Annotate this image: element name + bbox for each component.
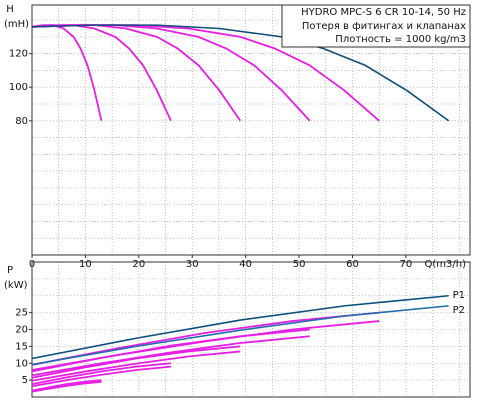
x-tick-label: 20 bbox=[132, 259, 145, 270]
y-tick-label: 25 bbox=[15, 308, 28, 319]
curve bbox=[31, 362, 171, 386]
y-tick-label: 5 bbox=[22, 375, 28, 386]
y-tick-label: 20 bbox=[15, 325, 28, 336]
curve bbox=[31, 365, 171, 388]
curve bbox=[31, 294, 449, 360]
annotation: Потеря в фитингах и клапанах bbox=[302, 21, 466, 32]
y-axis-label: (kW) bbox=[4, 280, 28, 291]
y-axis-label: (mH) bbox=[4, 19, 29, 30]
y-tick-label: 10 bbox=[15, 358, 28, 369]
info-box bbox=[281, 4, 471, 48]
legend-label: P2 bbox=[453, 305, 465, 316]
x-tick-label: 10 bbox=[79, 259, 92, 270]
y-tick-label: 100 bbox=[9, 82, 28, 93]
curve bbox=[31, 380, 102, 393]
curve bbox=[31, 379, 102, 392]
chart-title: HYDRO MPC-S 6 CR 10-14, 50 Hz bbox=[301, 7, 466, 18]
x-tick-label: 60 bbox=[346, 259, 359, 270]
curve bbox=[31, 335, 310, 377]
x-axis-label: Q(m3/h) bbox=[425, 259, 467, 270]
x-tick-label: 30 bbox=[186, 259, 199, 270]
y-axis-label: H bbox=[6, 4, 14, 15]
plot-frame bbox=[31, 4, 471, 256]
legend-label: P1 bbox=[453, 290, 465, 301]
x-tick-label: 40 bbox=[239, 259, 252, 270]
x-tick-label: 70 bbox=[400, 259, 413, 270]
y-tick-label: 120 bbox=[9, 49, 28, 60]
curve bbox=[31, 305, 449, 366]
curve bbox=[31, 320, 380, 371]
annotation: Плотность = 1000 kg/m3 bbox=[335, 34, 466, 45]
y-tick-label: 15 bbox=[15, 341, 28, 352]
y-axis-label: P bbox=[7, 265, 13, 276]
y-tick-label: 80 bbox=[15, 116, 28, 127]
x-tick-label: 50 bbox=[293, 259, 306, 270]
curve bbox=[31, 350, 241, 382]
